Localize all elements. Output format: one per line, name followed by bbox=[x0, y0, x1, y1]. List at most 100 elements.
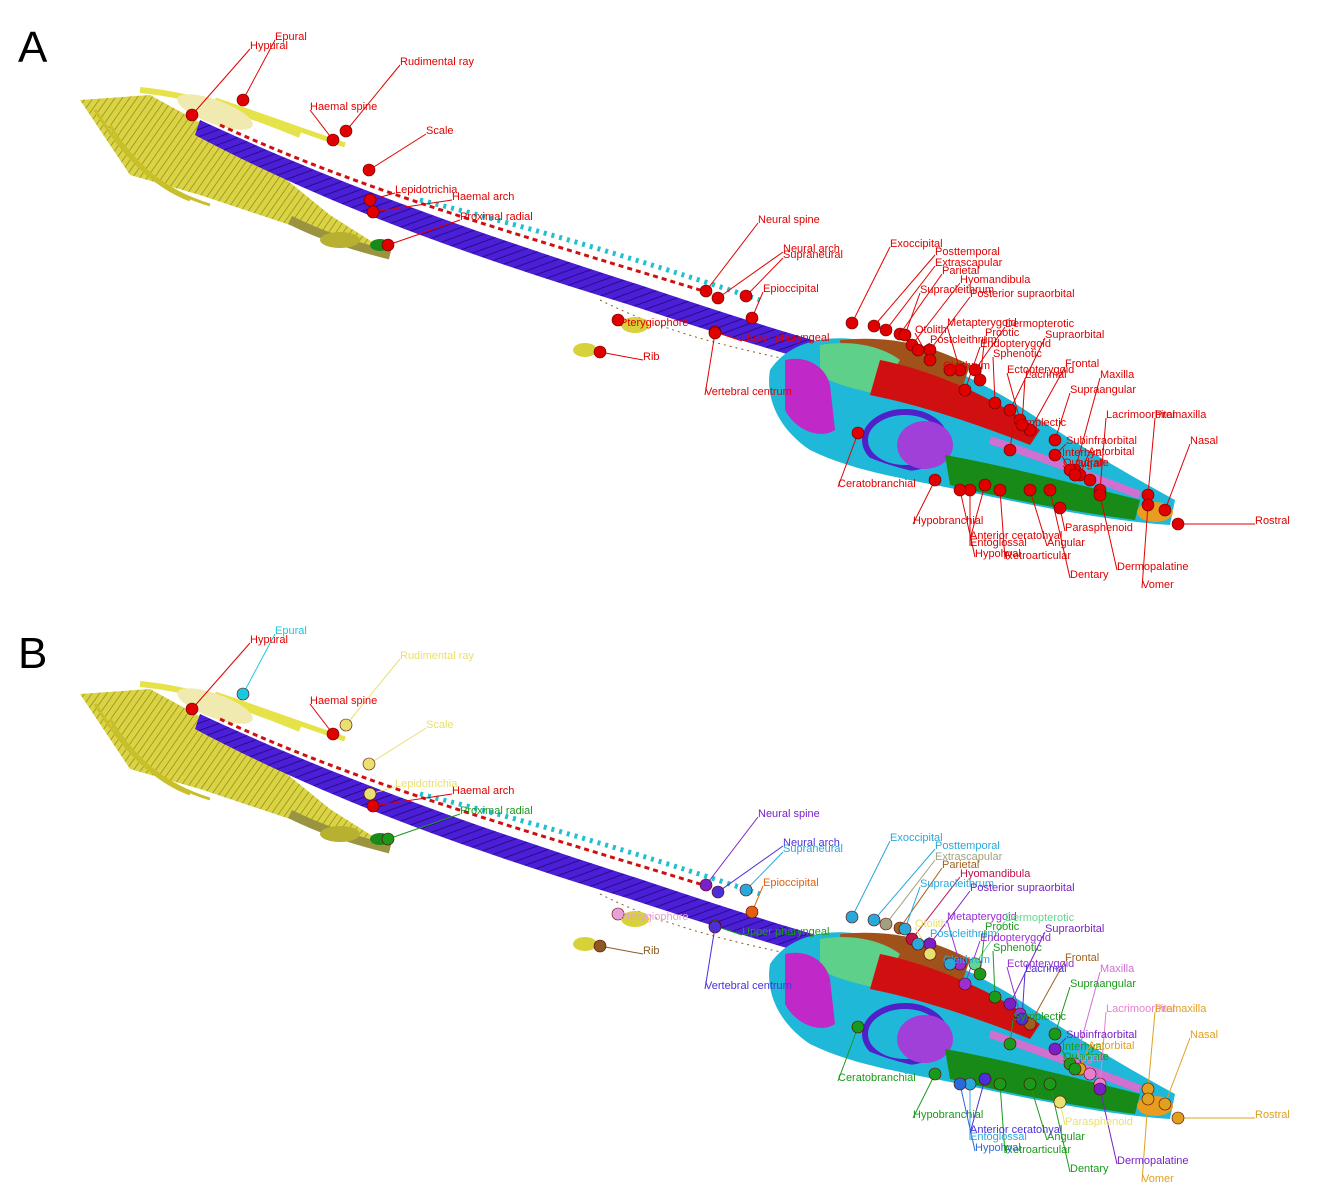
landmark-marker[interactable] bbox=[1171, 517, 1185, 531]
landmark-marker[interactable] bbox=[867, 319, 881, 333]
landmark-marker[interactable] bbox=[1023, 1077, 1037, 1091]
landmark-marker[interactable] bbox=[973, 373, 987, 387]
landmark-marker[interactable] bbox=[943, 957, 957, 971]
landmark-marker[interactable] bbox=[593, 939, 607, 953]
landmark-marker[interactable] bbox=[968, 957, 982, 971]
landmark-marker[interactable] bbox=[611, 313, 625, 327]
landmark-marker[interactable] bbox=[745, 311, 759, 325]
landmark-marker[interactable] bbox=[943, 363, 957, 377]
landmark-marker[interactable] bbox=[1053, 501, 1067, 515]
landmark-marker[interactable] bbox=[988, 990, 1002, 1004]
landmark-marker[interactable] bbox=[1141, 498, 1155, 512]
landmark-marker[interactable] bbox=[1093, 488, 1107, 502]
landmark-marker[interactable] bbox=[339, 124, 353, 138]
landmark-marker[interactable] bbox=[711, 885, 725, 899]
landmark-marker[interactable] bbox=[911, 937, 925, 951]
landmark-marker[interactable] bbox=[362, 163, 376, 177]
landmark-marker[interactable] bbox=[363, 787, 377, 801]
landmark-marker[interactable] bbox=[745, 905, 759, 919]
landmark-marker[interactable] bbox=[953, 483, 967, 497]
landmark-marker[interactable] bbox=[1068, 468, 1082, 482]
landmark-marker[interactable] bbox=[1003, 403, 1017, 417]
landmark-marker[interactable] bbox=[879, 323, 893, 337]
landmark-marker[interactable] bbox=[973, 967, 987, 981]
landmark-marker[interactable] bbox=[185, 108, 199, 122]
leader-lines-a bbox=[191, 39, 1255, 589]
leader-line bbox=[1099, 1088, 1118, 1165]
landmark-marker[interactable] bbox=[1015, 418, 1029, 432]
landmark-marker[interactable] bbox=[898, 922, 912, 936]
landmark-marker[interactable] bbox=[711, 291, 725, 305]
landmark-marker[interactable] bbox=[968, 363, 982, 377]
landmark-marker[interactable] bbox=[708, 920, 722, 934]
landmark-marker[interactable] bbox=[1048, 448, 1062, 462]
landmark-marker[interactable] bbox=[911, 343, 925, 357]
landmark-marker[interactable] bbox=[1083, 473, 1097, 487]
landmark-marker[interactable] bbox=[339, 718, 353, 732]
landmark-marker[interactable] bbox=[1093, 1082, 1107, 1096]
landmark-marker[interactable] bbox=[958, 383, 972, 397]
landmark-marker[interactable] bbox=[739, 883, 753, 897]
landmark-marker[interactable] bbox=[366, 205, 380, 219]
landmark-marker[interactable] bbox=[1003, 443, 1017, 457]
bone-label: Epural bbox=[275, 31, 307, 43]
landmark-marker[interactable] bbox=[845, 910, 859, 924]
landmark-marker[interactable] bbox=[1043, 1077, 1057, 1091]
landmark-marker[interactable] bbox=[1003, 1037, 1017, 1051]
landmark-marker[interactable] bbox=[708, 326, 722, 340]
landmark-marker[interactable] bbox=[1171, 1111, 1185, 1125]
landmark-marker[interactable] bbox=[1158, 503, 1172, 517]
landmark-marker[interactable] bbox=[953, 1077, 967, 1091]
landmark-marker[interactable] bbox=[1048, 433, 1062, 447]
landmark-marker[interactable] bbox=[1053, 1095, 1067, 1109]
landmark-marker[interactable] bbox=[988, 396, 1002, 410]
landmark-marker[interactable] bbox=[1048, 1027, 1062, 1041]
landmark-marker[interactable] bbox=[699, 878, 713, 892]
landmark-marker[interactable] bbox=[993, 483, 1007, 497]
leader-line bbox=[1147, 1011, 1156, 1090]
landmark-marker[interactable] bbox=[928, 1067, 942, 1081]
landmark-marker[interactable] bbox=[593, 345, 607, 359]
landmark-marker[interactable] bbox=[699, 284, 713, 298]
landmark-marker[interactable] bbox=[928, 473, 942, 487]
landmark-marker[interactable] bbox=[1015, 1012, 1029, 1026]
bone-label: Maxilla bbox=[1100, 369, 1135, 381]
leader-line bbox=[1099, 494, 1118, 571]
landmark-marker[interactable] bbox=[236, 93, 250, 107]
landmark-marker[interactable] bbox=[851, 426, 865, 440]
landmark-marker[interactable] bbox=[1158, 1097, 1172, 1111]
landmark-marker[interactable] bbox=[898, 328, 912, 342]
landmark-marker[interactable] bbox=[993, 1077, 1007, 1091]
landmark-marker[interactable] bbox=[1003, 997, 1017, 1011]
landmark-marker[interactable] bbox=[923, 353, 937, 367]
landmark-marker[interactable] bbox=[236, 687, 250, 701]
landmark-marker[interactable] bbox=[978, 478, 992, 492]
landmark-marker[interactable] bbox=[739, 289, 753, 303]
landmark-marker[interactable] bbox=[611, 907, 625, 921]
landmark-marker[interactable] bbox=[1023, 483, 1037, 497]
leader-line bbox=[705, 816, 759, 886]
landmark-marker[interactable] bbox=[879, 917, 893, 931]
landmark-marker[interactable] bbox=[923, 947, 937, 961]
leader-line bbox=[309, 703, 334, 735]
landmark-marker[interactable] bbox=[366, 799, 380, 813]
landmark-marker[interactable] bbox=[867, 913, 881, 927]
landmark-marker[interactable] bbox=[958, 977, 972, 991]
landmark-marker[interactable] bbox=[1141, 1092, 1155, 1106]
landmark-marker[interactable] bbox=[1048, 1042, 1062, 1056]
bone-label: Vomer bbox=[1142, 1173, 1174, 1185]
landmark-marker[interactable] bbox=[326, 727, 340, 741]
leader-line bbox=[873, 254, 936, 327]
landmark-marker[interactable] bbox=[851, 1020, 865, 1034]
landmark-marker[interactable] bbox=[1068, 1062, 1082, 1076]
landmark-marker[interactable] bbox=[978, 1072, 992, 1086]
landmark-marker[interactable] bbox=[845, 316, 859, 330]
landmark-marker[interactable] bbox=[362, 757, 376, 771]
landmark-marker[interactable] bbox=[326, 133, 340, 147]
landmark-marker[interactable] bbox=[381, 238, 395, 252]
landmark-marker[interactable] bbox=[185, 702, 199, 716]
landmark-marker[interactable] bbox=[1083, 1067, 1097, 1081]
landmark-marker[interactable] bbox=[363, 193, 377, 207]
landmark-marker[interactable] bbox=[1043, 483, 1057, 497]
landmark-marker[interactable] bbox=[381, 832, 395, 846]
